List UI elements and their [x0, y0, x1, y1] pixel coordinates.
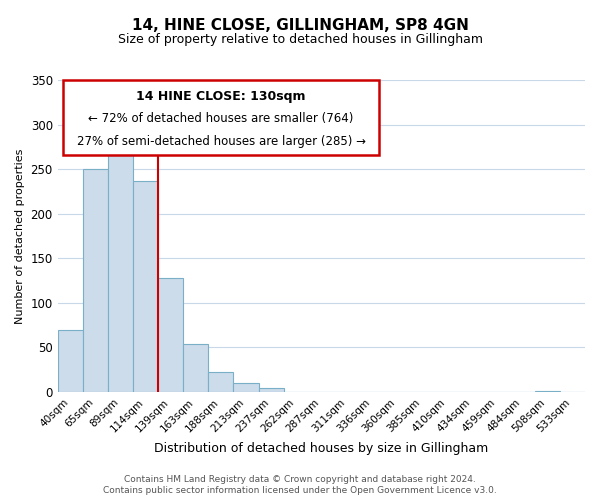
Y-axis label: Number of detached properties: Number of detached properties [15, 148, 25, 324]
Bar [58, 330, 83, 392]
Bar [133, 180, 158, 392]
X-axis label: Distribution of detached houses by size in Gillingham: Distribution of detached houses by size … [154, 442, 488, 455]
Text: 14, HINE CLOSE, GILLINGHAM, SP8 4GN: 14, HINE CLOSE, GILLINGHAM, SP8 4GN [131, 18, 469, 32]
Bar [108, 138, 133, 392]
Bar [158, 278, 183, 392]
Bar [535, 391, 560, 392]
Bar [259, 388, 284, 392]
Bar [233, 383, 259, 392]
Text: 27% of semi-detached houses are larger (285) →: 27% of semi-detached houses are larger (… [77, 135, 365, 148]
Text: Contains HM Land Registry data © Crown copyright and database right 2024.: Contains HM Land Registry data © Crown c… [124, 475, 476, 484]
Text: ← 72% of detached houses are smaller (764): ← 72% of detached houses are smaller (76… [88, 112, 354, 126]
Text: Size of property relative to detached houses in Gillingham: Size of property relative to detached ho… [118, 32, 482, 46]
Text: 14 HINE CLOSE: 130sqm: 14 HINE CLOSE: 130sqm [136, 90, 306, 103]
Bar [183, 344, 208, 392]
Text: Contains public sector information licensed under the Open Government Licence v3: Contains public sector information licen… [103, 486, 497, 495]
Bar [208, 372, 233, 392]
FancyBboxPatch shape [63, 80, 379, 155]
Bar [83, 169, 108, 392]
